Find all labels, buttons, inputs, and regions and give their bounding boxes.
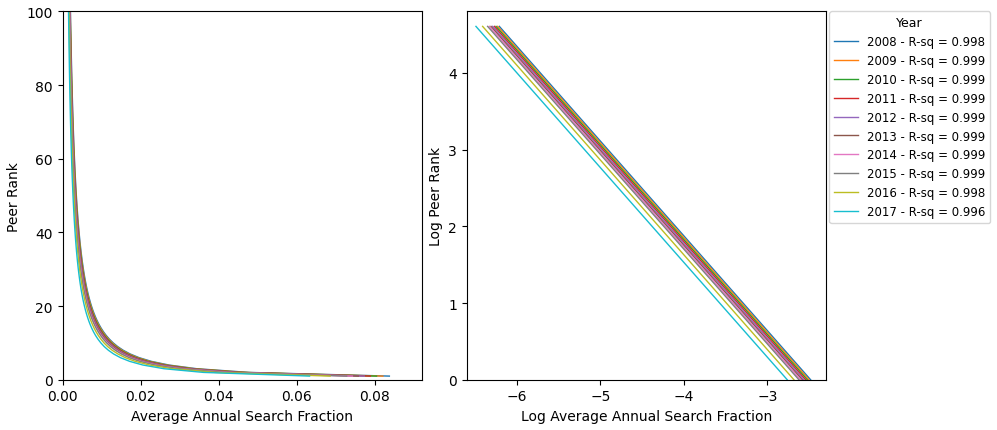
2017 - R-sq = 0.996 <box>504 64 516 69</box>
2015 - R-sq = 0.999 <box>590 148 602 153</box>
2008 - R-sq = 0.998 <box>805 377 817 382</box>
Line: 2008 - R-sq = 0.998: 2008 - R-sq = 0.998 <box>499 28 811 380</box>
2016 - R-sq = 0.998 <box>520 75 532 80</box>
2016 - R-sq = 0.998 <box>511 64 523 69</box>
2016 - R-sq = 0.998 <box>477 25 489 30</box>
2009 - R-sq = 0.999 <box>492 25 503 30</box>
2011 - R-sq = 0.999 <box>800 377 812 382</box>
2012 - R-sq = 0.999 <box>583 134 595 139</box>
2009 - R-sq = 0.999 <box>588 134 600 139</box>
2009 - R-sq = 0.999 <box>498 31 509 36</box>
2011 - R-sq = 0.999 <box>492 29 503 34</box>
Y-axis label: Peer Rank: Peer Rank <box>7 161 21 231</box>
2009 - R-sq = 0.999 <box>535 75 547 80</box>
2011 - R-sq = 0.999 <box>585 134 597 139</box>
2010 - R-sq = 0.999 <box>534 75 546 80</box>
2011 - R-sq = 0.999 <box>532 75 544 80</box>
2017 - R-sq = 0.996 <box>782 377 794 382</box>
2014 - R-sq = 0.999 <box>487 29 498 34</box>
2014 - R-sq = 0.999 <box>489 31 500 36</box>
2013 - R-sq = 0.999 <box>491 31 502 36</box>
2016 - R-sq = 0.998 <box>788 377 800 382</box>
2013 - R-sq = 0.999 <box>519 64 531 69</box>
Line: 2015 - R-sq = 0.999: 2015 - R-sq = 0.999 <box>488 28 799 380</box>
Line: 2010 - R-sq = 0.999: 2010 - R-sq = 0.999 <box>496 28 808 380</box>
Y-axis label: Log Peer Rank: Log Peer Rank <box>429 147 443 246</box>
2016 - R-sq = 0.998 <box>481 29 493 34</box>
2016 - R-sq = 0.998 <box>483 31 495 36</box>
2016 - R-sq = 0.998 <box>573 134 585 139</box>
Line: 2011 - R-sq = 0.999: 2011 - R-sq = 0.999 <box>495 28 806 380</box>
Line: 2012 - R-sq = 0.999: 2012 - R-sq = 0.999 <box>493 28 804 380</box>
2015 - R-sq = 0.999 <box>516 64 528 69</box>
2013 - R-sq = 0.999 <box>581 134 593 139</box>
2010 - R-sq = 0.999 <box>599 148 611 153</box>
2008 - R-sq = 0.998 <box>590 134 602 139</box>
2008 - R-sq = 0.998 <box>498 31 510 36</box>
2014 - R-sq = 0.999 <box>592 148 604 153</box>
2008 - R-sq = 0.998 <box>537 75 549 80</box>
2014 - R-sq = 0.999 <box>580 134 592 139</box>
2012 - R-sq = 0.999 <box>530 75 542 80</box>
X-axis label: Average Annual Search Fraction: Average Annual Search Fraction <box>131 409 353 423</box>
2017 - R-sq = 0.996 <box>514 75 526 80</box>
2009 - R-sq = 0.999 <box>600 148 612 153</box>
2008 - R-sq = 0.998 <box>602 148 614 153</box>
2015 - R-sq = 0.999 <box>482 25 494 30</box>
2010 - R-sq = 0.999 <box>586 134 598 139</box>
2012 - R-sq = 0.999 <box>493 31 504 36</box>
2012 - R-sq = 0.999 <box>595 148 607 153</box>
2013 - R-sq = 0.999 <box>594 148 606 153</box>
2008 - R-sq = 0.998 <box>527 64 539 69</box>
X-axis label: Log Average Annual Search Fraction: Log Average Annual Search Fraction <box>520 409 772 423</box>
2014 - R-sq = 0.999 <box>527 75 539 80</box>
2017 - R-sq = 0.996 <box>579 148 591 153</box>
2011 - R-sq = 0.999 <box>494 31 505 36</box>
2012 - R-sq = 0.999 <box>521 64 533 69</box>
2011 - R-sq = 0.999 <box>597 148 609 153</box>
2013 - R-sq = 0.999 <box>797 377 809 382</box>
2013 - R-sq = 0.999 <box>485 25 497 30</box>
2011 - R-sq = 0.999 <box>522 64 534 69</box>
Line: 2013 - R-sq = 0.999: 2013 - R-sq = 0.999 <box>491 28 803 380</box>
2012 - R-sq = 0.999 <box>798 377 810 382</box>
2010 - R-sq = 0.999 <box>494 29 505 34</box>
2009 - R-sq = 0.999 <box>803 377 815 382</box>
2017 - R-sq = 0.996 <box>566 134 578 139</box>
2008 - R-sq = 0.998 <box>494 25 505 30</box>
2010 - R-sq = 0.999 <box>496 31 507 36</box>
2011 - R-sq = 0.999 <box>489 25 500 30</box>
Line: 2009 - R-sq = 0.999: 2009 - R-sq = 0.999 <box>498 28 809 380</box>
2014 - R-sq = 0.999 <box>484 25 496 30</box>
Line: 2016 - R-sq = 0.998: 2016 - R-sq = 0.998 <box>483 28 794 380</box>
2015 - R-sq = 0.999 <box>793 377 805 382</box>
2016 - R-sq = 0.998 <box>585 148 597 153</box>
2015 - R-sq = 0.999 <box>486 29 498 34</box>
2012 - R-sq = 0.999 <box>491 29 502 34</box>
2014 - R-sq = 0.999 <box>795 377 807 382</box>
2010 - R-sq = 0.999 <box>524 64 536 69</box>
2012 - R-sq = 0.999 <box>487 25 498 30</box>
2015 - R-sq = 0.999 <box>578 134 590 139</box>
2013 - R-sq = 0.999 <box>529 75 541 80</box>
Legend: 2008 - R-sq = 0.998, 2009 - R-sq = 0.999, 2010 - R-sq = 0.999, 2011 - R-sq = 0.9: 2008 - R-sq = 0.998, 2009 - R-sq = 0.999… <box>830 12 990 224</box>
2015 - R-sq = 0.999 <box>488 31 499 36</box>
2009 - R-sq = 0.999 <box>526 64 538 69</box>
2017 - R-sq = 0.996 <box>474 29 486 34</box>
2008 - R-sq = 0.998 <box>497 29 508 34</box>
2010 - R-sq = 0.999 <box>802 377 814 382</box>
Line: 2017 - R-sq = 0.996: 2017 - R-sq = 0.996 <box>476 28 788 380</box>
2009 - R-sq = 0.999 <box>496 29 507 34</box>
Line: 2014 - R-sq = 0.999: 2014 - R-sq = 0.999 <box>490 28 801 380</box>
2010 - R-sq = 0.999 <box>490 25 501 30</box>
2015 - R-sq = 0.999 <box>525 75 537 80</box>
2013 - R-sq = 0.999 <box>489 29 500 34</box>
2017 - R-sq = 0.996 <box>470 25 482 30</box>
2017 - R-sq = 0.996 <box>476 31 488 36</box>
2014 - R-sq = 0.999 <box>517 64 529 69</box>
